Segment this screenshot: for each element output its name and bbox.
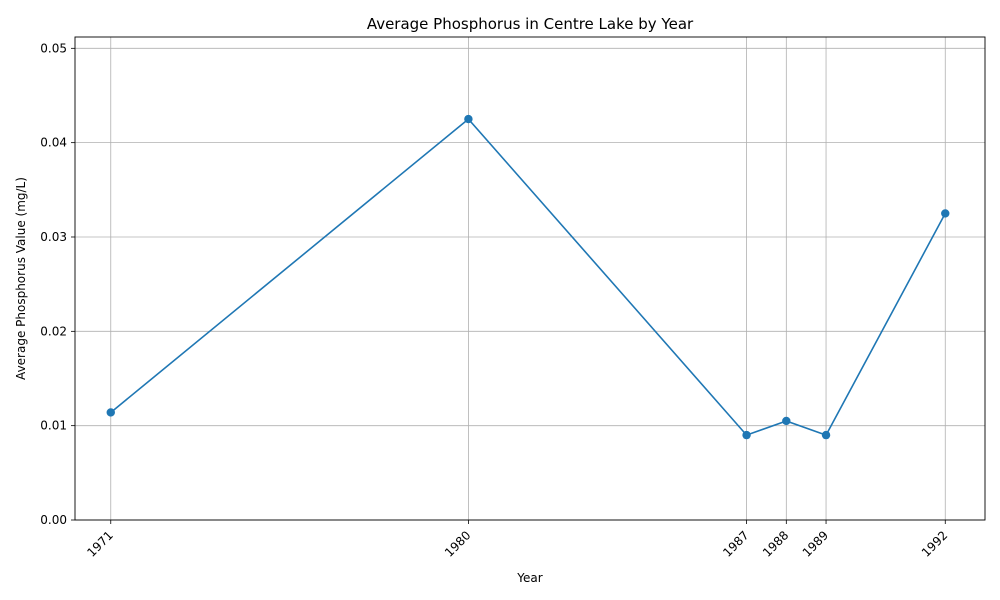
y-tick-label: 0.05 [40, 41, 67, 55]
x-axis: 1971 1980 1987 1988 1989 1992 [84, 520, 950, 560]
x-tick-label: 1987 [720, 528, 751, 559]
x-tick-label: 1992 [919, 528, 950, 559]
y-tick-label: 0.00 [40, 513, 67, 527]
grid [75, 37, 985, 521]
x-tick-label: 1988 [760, 528, 791, 559]
x-tick-label: 1971 [84, 528, 115, 559]
x-axis-label: Year [516, 571, 542, 585]
data-point [106, 408, 115, 417]
x-tick-label: 1980 [442, 528, 473, 559]
x-tick-label: 1989 [800, 528, 831, 559]
y-tick-label: 0.02 [40, 324, 67, 338]
data-point [782, 416, 791, 426]
y-tick-label: 0.04 [40, 136, 67, 150]
y-tick-label: 0.03 [40, 230, 67, 244]
data-point [742, 430, 751, 440]
data-point [821, 430, 831, 440]
series-group [106, 114, 950, 440]
series-line [110, 117, 946, 437]
plot-frame [74, 36, 986, 521]
y-axis-label: Average Phosphorus Value (mg/L) [14, 177, 28, 380]
chart-title: Average Phosphorus in Centre Lake by Yea… [367, 15, 694, 33]
y-tick-label: 0.01 [40, 419, 67, 433]
data-point [464, 114, 473, 124]
data-point [941, 209, 950, 218]
y-axis: 0.00 0.01 0.02 0.03 0.04 0.05 [40, 41, 75, 527]
